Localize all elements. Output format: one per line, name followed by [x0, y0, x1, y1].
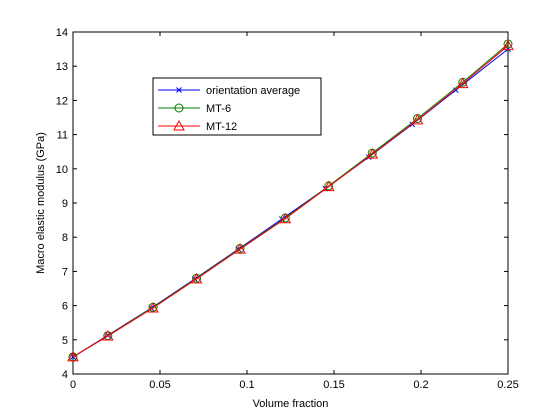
series-3	[67, 39, 514, 362]
data-point-triangle-marker	[322, 180, 335, 192]
x-tick-label: 0.15	[323, 379, 344, 391]
y-tick-label: 14	[56, 27, 68, 39]
y-tick-label: 11	[57, 130, 68, 142]
data-point-circle-marker	[174, 103, 184, 113]
data-point-triangle-marker	[234, 243, 246, 254]
data-point-triangle-marker	[101, 330, 114, 341]
x-tick-label: 0	[70, 379, 76, 391]
data-point-triangle-marker	[366, 148, 379, 159]
data-point-triangle-marker	[147, 301, 159, 313]
legend-label: MT-6	[206, 103, 231, 115]
series-line	[72, 45, 509, 358]
data-point-x-marker	[176, 87, 182, 93]
legend-entry: orientation average	[158, 85, 300, 97]
x-tick-label: 0.1	[239, 379, 254, 391]
y-tick-label: 12	[56, 95, 68, 107]
y-tick-label: 8	[62, 232, 68, 244]
y-tick-label: 6	[62, 301, 68, 313]
data-point-triangle-marker	[502, 39, 514, 51]
data-point-triangle-marker	[67, 350, 79, 362]
series-layer	[67, 39, 514, 362]
legend-label: orientation average	[206, 85, 300, 97]
y-axis-label: Macro elastic modulus (GPa)	[35, 132, 47, 274]
axis-ticks: 0 0.05 0.1 0.15 0.2 0.25 4 5 6 7 8 9 10 11 12 13 14	[56, 27, 519, 391]
x-tick-label: 0.25	[497, 379, 518, 391]
y-tick-label: 7	[62, 266, 68, 278]
legend-entry: MT-6	[158, 103, 231, 115]
data-point-triangle-marker	[279, 212, 292, 224]
legend-label: MT-12	[206, 121, 237, 133]
x-tick-label: 0.2	[413, 379, 428, 391]
marker-stroke	[176, 87, 182, 93]
legend-entry: MT-12	[158, 119, 237, 133]
y-tick-label: 10	[56, 164, 68, 176]
y-tick-label: 5	[62, 335, 68, 347]
y-tick-label: 4	[62, 369, 68, 381]
data-point-triangle-marker	[456, 77, 469, 89]
legend: orientation average MT-6 MT-12	[152, 77, 322, 136]
x-tick-label: 0.05	[149, 379, 170, 391]
data-point-triangle-marker	[190, 272, 203, 284]
y-tick-label: 13	[56, 61, 68, 73]
x-axis-label: Volume fraction	[253, 398, 329, 410]
data-point-triangle-marker	[173, 119, 185, 131]
y-tick-label: 9	[62, 198, 68, 210]
data-point-triangle-marker	[411, 113, 424, 125]
